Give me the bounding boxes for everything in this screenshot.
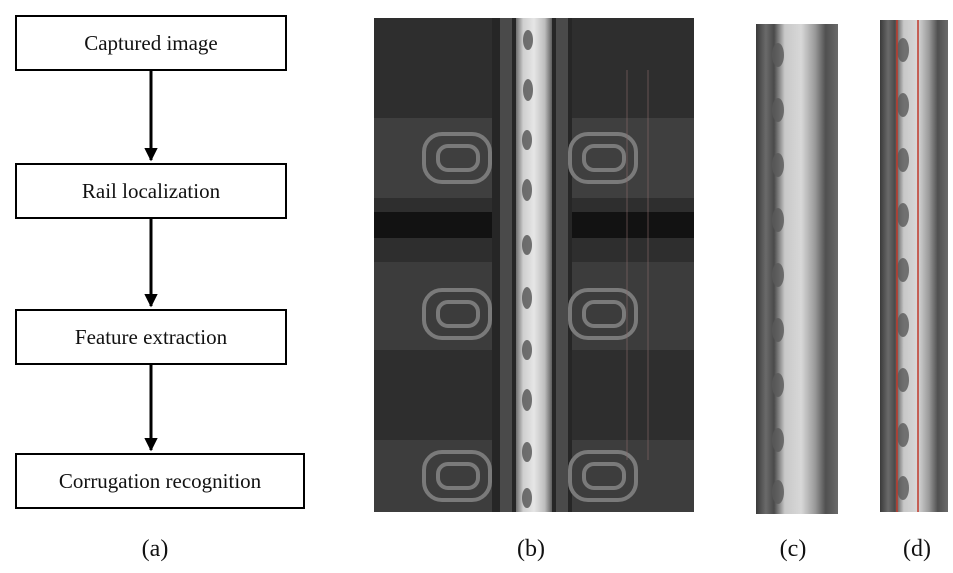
panel-label-d: (d) xyxy=(903,536,931,562)
flow-step-rail-localization: Rail localization xyxy=(15,163,287,219)
flow-step-feature-extraction: Feature extraction xyxy=(15,309,287,365)
panel-label-b: (b) xyxy=(517,536,545,562)
rail-boundary-lines xyxy=(896,20,919,512)
flow-step-label: Feature extraction xyxy=(74,324,228,349)
panel-label-a: (a) xyxy=(141,536,169,562)
corrugation-spots xyxy=(522,30,533,508)
flow-step-captured-image: Captured image xyxy=(15,15,287,71)
flow-step-label: Rail localization xyxy=(81,178,221,203)
panel-label-c: (c) xyxy=(779,536,807,562)
flow-step-label: Corrugation recognition xyxy=(58,468,262,493)
flow-step-label: Captured image xyxy=(84,30,218,55)
flow-step-corrugation-recognition: Corrugation recognition xyxy=(15,453,305,509)
rail-fasteners xyxy=(422,132,638,502)
rail-head xyxy=(516,18,552,512)
